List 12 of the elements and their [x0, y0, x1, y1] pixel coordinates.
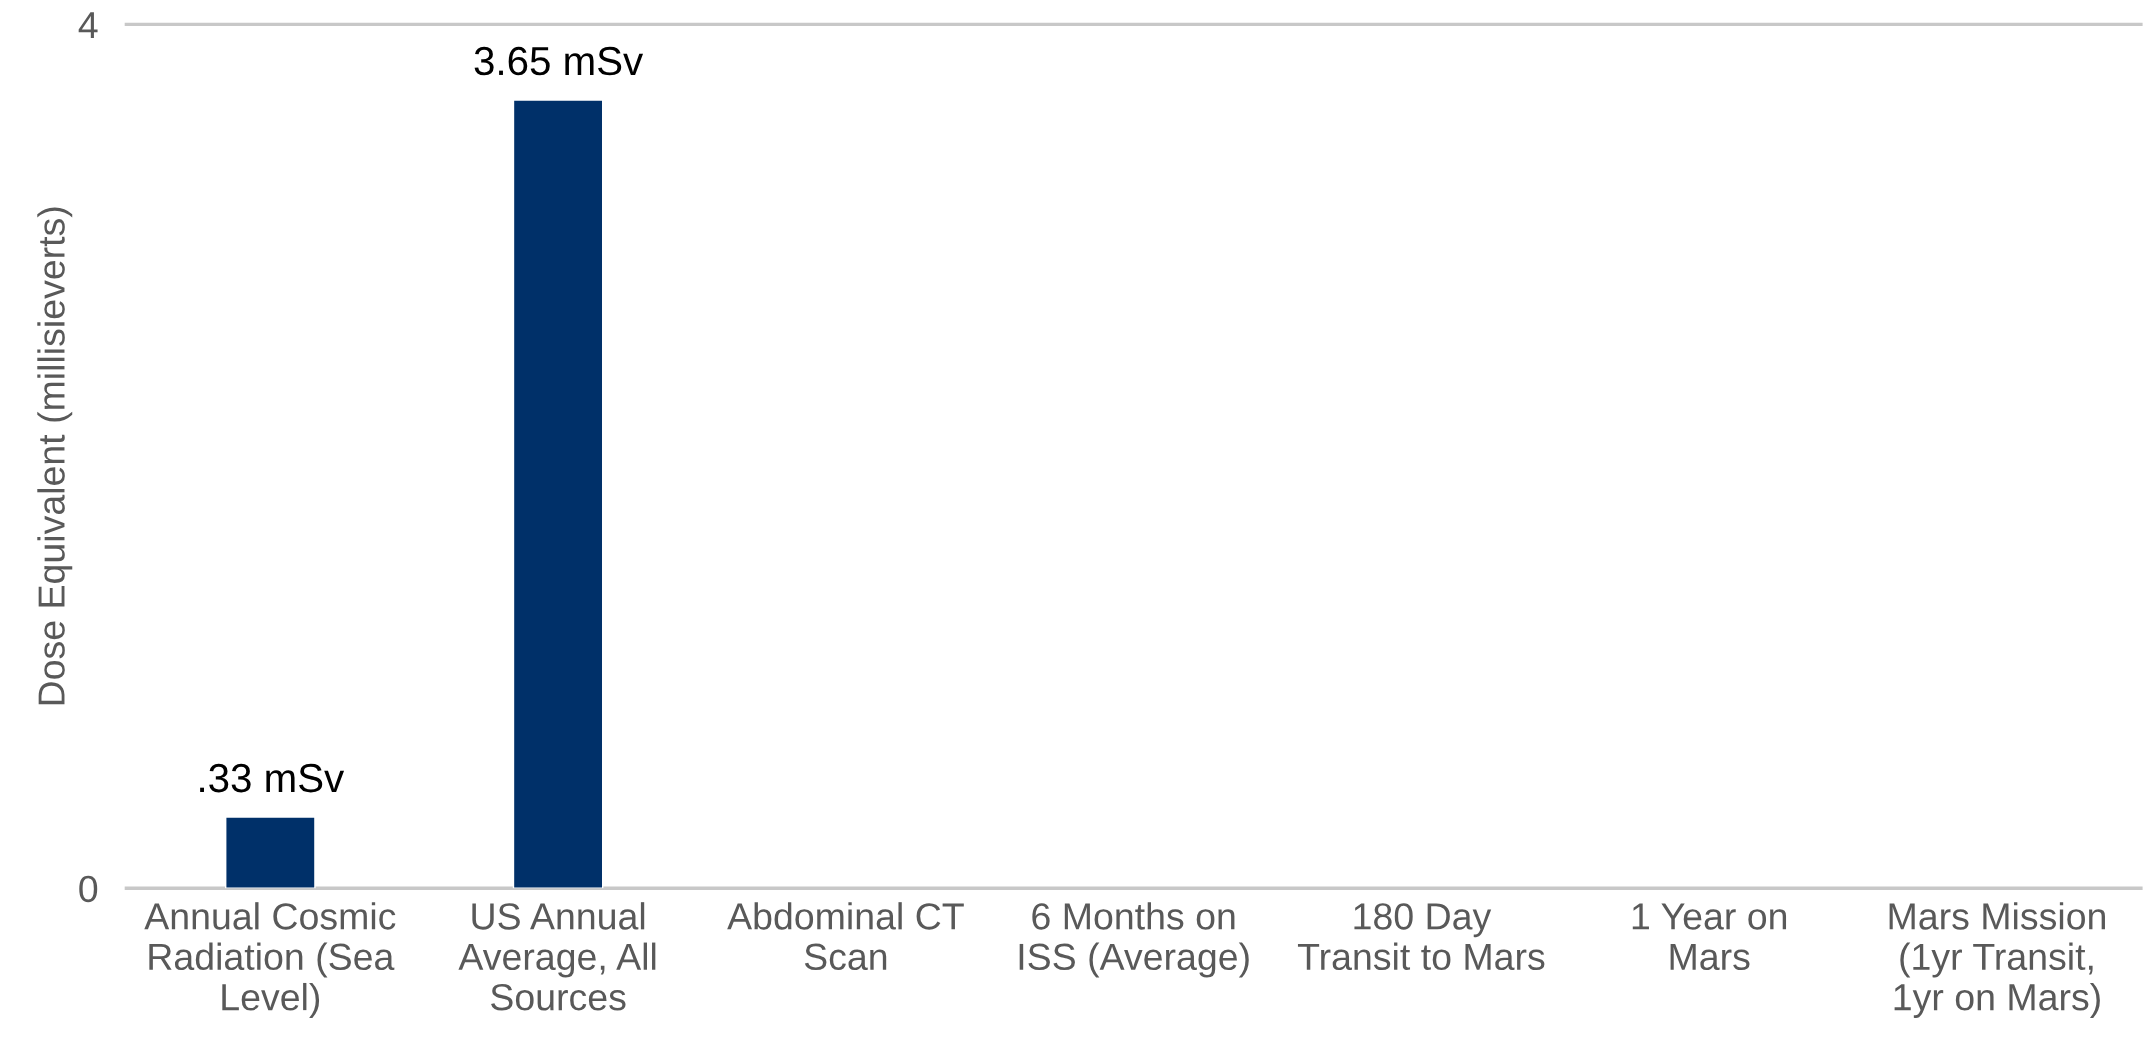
x-tick-label: 1 Year on Mars: [1632, 903, 1787, 971]
data-label: 3.65 mSv: [474, 46, 644, 76]
x-tick-label: Mars Mission (1yr Transit, 1yr on Mars): [1889, 902, 2105, 1018]
x-tick-label: Annual Cosmic Radiation (Sea Level): [144, 902, 396, 1018]
x-tick-label: Abdominal CT Scan: [727, 902, 964, 971]
y-tick-label: 0: [79, 875, 98, 903]
x-tick-label: 6 Months on ISS (Average): [1019, 902, 1249, 978]
data-label: .33 mSv: [200, 763, 345, 793]
y-tick-label: 4: [78, 12, 98, 38]
y-axis-title: Dose Equivalent (millisieverts): [37, 207, 73, 705]
x-tick-label: 180 Day Transit to Mars: [1297, 903, 1545, 971]
x-tick-label: US Annual Average, All Sources: [458, 902, 656, 1011]
